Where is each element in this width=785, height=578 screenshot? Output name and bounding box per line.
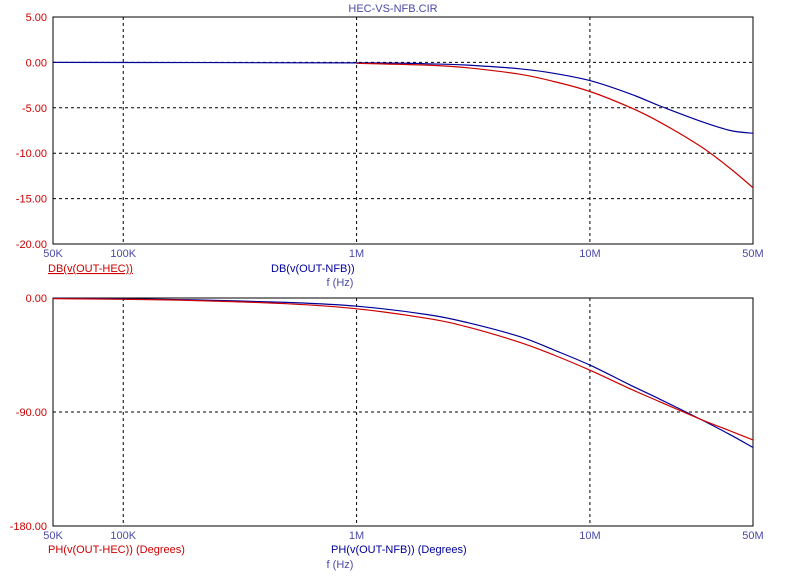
magnitude-x-tick-label: 1M	[349, 248, 364, 260]
phase-grid	[53, 298, 753, 526]
magnitude-x-tick-label: 100K	[110, 248, 136, 260]
magnitude-series-hec	[356, 62, 754, 189]
phase-y-tick-label: -90.00	[16, 407, 47, 419]
phase-series	[52, 297, 754, 449]
legend-db-nfb: DB(v(OUT-NFB))	[271, 263, 355, 275]
phase-series-nfb	[52, 297, 754, 449]
phase-x-tick-label: 50M	[742, 530, 763, 542]
phase-y-tick-labels: 0.00 -90.00 -180.00	[10, 293, 47, 533]
magnitude-x-tick-label: 50M	[742, 248, 763, 260]
magnitude-grid	[53, 17, 753, 244]
magnitude-y-tick-labels: 5.00 0.00 -5.00 -10.00 -15.00 -20.00	[16, 12, 47, 251]
magnitude-series	[52, 61, 754, 189]
magnitude-y-tick-label: 5.00	[26, 12, 47, 24]
phase-x-tick-labels: 50K 100K 1M 10M 50M	[43, 530, 763, 542]
magnitude-x-tick-label: 50K	[43, 248, 63, 260]
phase-chart: 0.00 -90.00 -180.00 50K 100K 1M 10M 50M PH(v(O…	[10, 293, 764, 571]
phase-x-tick-label: 100K	[110, 530, 136, 542]
phase-series-hec	[52, 298, 754, 441]
chart-title: HEC-VS-NFB.CIR	[348, 3, 437, 15]
phase-x-tick-label: 1M	[349, 530, 364, 542]
legend-ph-hec: PH(v(OUT-HEC)) (Degrees)	[48, 544, 185, 556]
magnitude-chart: 5.00 0.00 -5.00 -10.00 -15.00 -20.00 50K 100K 1…	[16, 12, 764, 289]
magnitude-y-tick-label: -5.00	[22, 103, 47, 115]
magnitude-x-tick-label: 10M	[579, 248, 600, 260]
phase-x-tick-label: 10M	[579, 530, 600, 542]
magnitude-series-nfb	[52, 61, 754, 134]
magnitude-x-tick-labels: 50K 100K 1M 10M 50M	[43, 248, 763, 260]
magnitude-y-tick-label: -10.00	[16, 148, 47, 160]
phase-x-tick-label: 50K	[43, 530, 63, 542]
legend-ph-nfb: PH(v(OUT-NFB)) (Degrees)	[331, 544, 467, 556]
phase-y-tick-label: 0.00	[26, 293, 47, 305]
legend-db-hec: DB(v(OUT-HEC))	[48, 263, 133, 275]
magnitude-y-tick-label: -20.00	[16, 239, 47, 251]
phase-x-axis-label: f (Hz)	[327, 559, 354, 571]
magnitude-x-axis-label: f (Hz)	[327, 277, 354, 289]
phase-y-tick-label: -180.00	[10, 521, 47, 533]
magnitude-plot-frame	[52, 16, 754, 245]
magnitude-y-tick-label: 0.00	[26, 57, 47, 69]
phase-plot-frame	[52, 297, 754, 527]
magnitude-y-tick-label: -15.00	[16, 194, 47, 206]
